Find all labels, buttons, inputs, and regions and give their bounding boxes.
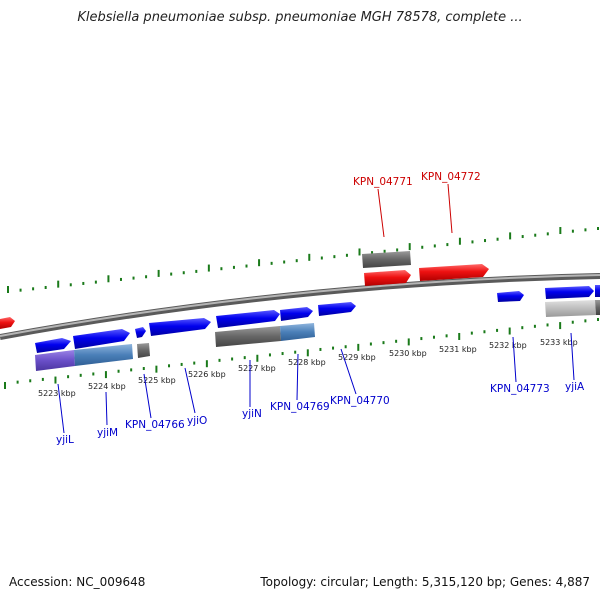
leader-line [340, 348, 357, 395]
gene-arrow[interactable] [364, 270, 411, 286]
genome-backbone [0, 273, 600, 340]
gene-arrow[interactable] [35, 338, 71, 353]
scale-label: 5231 kbp [439, 345, 477, 354]
outer-tick-ring [7, 227, 599, 293]
gene-arrow[interactable] [149, 318, 211, 336]
gene-arrow[interactable] [419, 264, 489, 281]
feature-bar[interactable] [280, 323, 315, 341]
scale-label: 5225 kbp [138, 376, 176, 385]
leader-line [447, 183, 453, 234]
gene-label[interactable]: yjiL [56, 434, 74, 446]
feature-bar[interactable] [545, 300, 596, 317]
gene-label[interactable]: yjiA [565, 381, 585, 393]
gene-label[interactable]: yjiN [242, 408, 262, 420]
scale-label: 5229 kbp [338, 353, 376, 362]
leader-line [570, 332, 575, 381]
feature-bar[interactable] [215, 326, 281, 347]
leader-line [57, 383, 65, 434]
scale-labels: 5223 kbp 5224 kbp 5225 kbp 5226 kbp 5227 kbp… [38, 338, 578, 398]
genome-backbone-highlight [0, 274, 600, 337]
gene-label[interactable]: yjiO [187, 415, 207, 427]
gene-arrow[interactable] [280, 307, 313, 321]
gene-arrow[interactable] [318, 302, 356, 316]
gene-arrow[interactable] [0, 317, 15, 329]
gene-arrow[interactable] [73, 329, 130, 349]
forward-features [35, 300, 600, 371]
reverse-genes [0, 251, 489, 329]
scale-label: 5226 kbp [188, 370, 226, 379]
feature-bar[interactable] [74, 344, 133, 366]
scale-label: 5223 kbp [38, 389, 76, 398]
feature-bar[interactable] [137, 343, 150, 358]
gene-arrow[interactable] [545, 286, 594, 299]
gene-label[interactable]: KPN_04766 [125, 419, 185, 431]
forward-genes [35, 285, 600, 353]
leader-line [377, 188, 385, 238]
leader-line [105, 391, 108, 426]
gene-label-leaders [57, 183, 575, 434]
gene-label[interactable]: KPN_04770 [330, 395, 390, 407]
feature-bar[interactable] [595, 300, 600, 315]
gene-arrow[interactable] [497, 291, 524, 302]
gene-arrow[interactable] [135, 327, 146, 338]
inner-tick-ring [4, 318, 599, 389]
gene-arrow[interactable] [595, 285, 600, 297]
topology-label: Topology: circular; Length: 5,315,120 bp… [260, 575, 590, 589]
scale-label: 5228 kbp [288, 358, 326, 367]
leader-line [296, 353, 299, 401]
accession-label: Accession: NC_009648 [9, 575, 146, 589]
map-title: Klebsiella pneumoniae subsp. pneumoniae … [77, 10, 523, 25]
gene-label[interactable]: KPN_04772 [421, 171, 481, 183]
scale-label: 5233 kbp [540, 338, 578, 347]
scale-label: 5227 kbp [238, 364, 276, 373]
gene-label[interactable]: KPN_04769 [270, 401, 330, 413]
gene-label[interactable]: yjiM [97, 427, 118, 439]
scale-label: 5224 kbp [88, 382, 126, 391]
gene-label[interactable]: KPN_04771 [353, 176, 413, 188]
feature-bar[interactable] [362, 251, 411, 268]
gene-arrow[interactable] [216, 310, 280, 328]
leader-line [512, 336, 517, 383]
gene-label[interactable]: KPN_04773 [490, 383, 550, 395]
scale-label: 5232 kbp [489, 341, 527, 350]
leader-line [184, 367, 196, 414]
feature-bar[interactable] [35, 350, 75, 371]
scale-label: 5230 kbp [389, 349, 427, 358]
leader-line [143, 373, 152, 419]
